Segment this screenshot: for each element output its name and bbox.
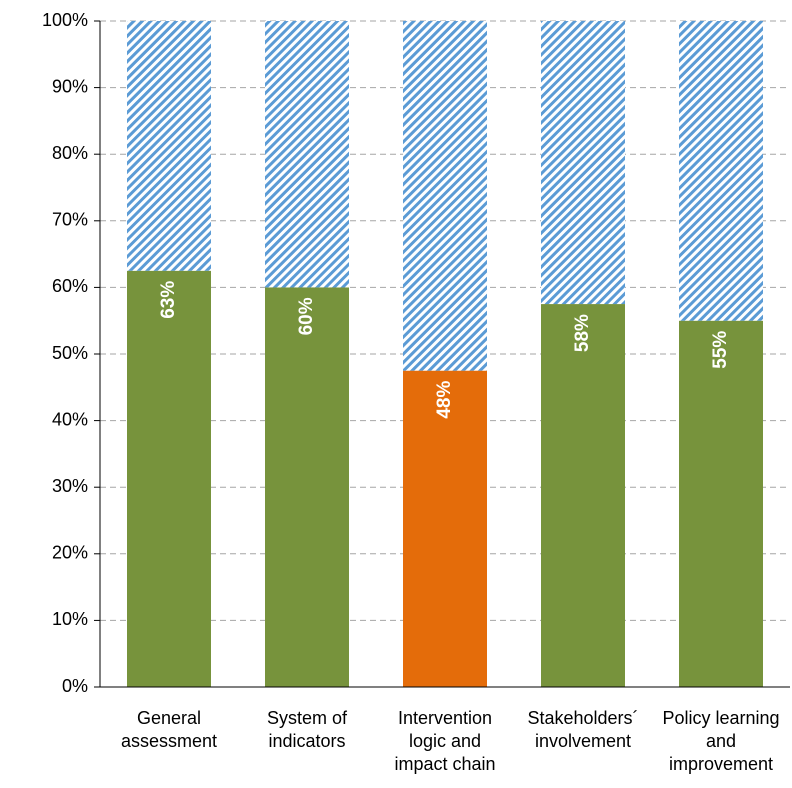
bar-remainder <box>541 21 625 305</box>
bar-remainder <box>679 21 763 321</box>
bar <box>265 287 349 687</box>
y-tick-label: 60% <box>52 276 88 296</box>
x-tick-label: General assessment <box>120 708 218 751</box>
data-label: 48% <box>434 381 455 419</box>
data-label: 55% <box>710 331 731 369</box>
y-tick-label: 50% <box>52 343 88 363</box>
y-tick-label: 20% <box>52 543 88 563</box>
y-tick-label: 70% <box>52 210 88 230</box>
bar-remainder <box>265 21 349 288</box>
data-label: 63% <box>158 281 179 319</box>
y-tick-label: 10% <box>52 609 88 629</box>
bar <box>403 370 487 687</box>
y-tick-label: 0% <box>62 676 88 696</box>
y-tick-label: 80% <box>52 143 88 163</box>
x-tick-label: System of indicators <box>266 708 348 751</box>
y-tick-label: 30% <box>52 476 88 496</box>
x-tick-label: Policy learning and improvement <box>662 708 780 774</box>
x-tick-label: Stakeholders´ involvement <box>527 708 639 751</box>
y-tick-label: 100% <box>42 10 88 30</box>
bar <box>679 320 763 687</box>
y-tick-label: 40% <box>52 409 88 429</box>
data-label: 60% <box>296 297 317 335</box>
x-tick-label: Intervention logic and impact chain <box>394 708 496 774</box>
bar-remainder <box>127 21 211 271</box>
bar <box>541 304 625 687</box>
bar-remainder <box>403 21 487 371</box>
data-label: 58% <box>572 314 593 352</box>
bar <box>127 270 211 687</box>
y-tick-label: 90% <box>52 76 88 96</box>
